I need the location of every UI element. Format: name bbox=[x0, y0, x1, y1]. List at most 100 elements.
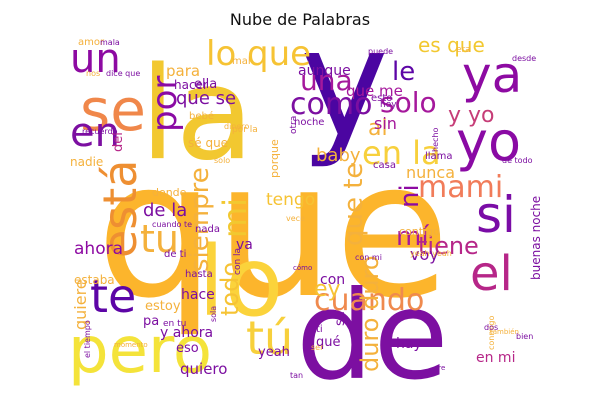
word-en-mi: en mi bbox=[476, 350, 515, 366]
word-un: un bbox=[70, 36, 121, 82]
word-en-tu: en tu bbox=[163, 319, 186, 329]
word-cuando: cuando bbox=[314, 283, 424, 318]
word-la: la bbox=[140, 40, 254, 189]
word-el: el bbox=[470, 246, 513, 302]
word-amor: amor bbox=[78, 37, 105, 48]
word-esto: esto bbox=[371, 93, 392, 104]
word-dos: dos bbox=[484, 323, 498, 332]
word-otra: otra bbox=[289, 116, 299, 134]
word-sin: sin bbox=[374, 114, 397, 133]
word-porque: porque bbox=[268, 139, 281, 178]
word-y-yo: y yo bbox=[448, 103, 495, 128]
word-su: su bbox=[333, 311, 348, 326]
word-mi: mi bbox=[216, 198, 254, 238]
word-de-ti: de ti bbox=[164, 249, 186, 260]
word-le: le bbox=[392, 57, 415, 87]
word-casa: casa bbox=[373, 160, 396, 171]
word-de-la: de la bbox=[143, 200, 187, 221]
word-mami: mami bbox=[418, 170, 503, 205]
word-lo: lo bbox=[198, 226, 283, 338]
word-con-mi: con mi bbox=[355, 253, 382, 262]
word-siempre: siempre bbox=[185, 167, 215, 272]
word-ella: ella bbox=[194, 77, 217, 92]
word-mala: mala bbox=[100, 38, 120, 47]
word-tiene: tiene bbox=[418, 232, 479, 260]
word-con-la: con la bbox=[233, 248, 243, 275]
word-vece: vece bbox=[286, 214, 305, 223]
chart-title: Nube de Palabras bbox=[229, 10, 371, 29]
word-ser: ser bbox=[311, 343, 324, 352]
word-ya: ya bbox=[462, 46, 522, 104]
word-y-ahora: y ahora bbox=[160, 325, 213, 341]
word-pero: pero bbox=[68, 314, 212, 388]
word-bebe: bebé bbox=[189, 110, 214, 122]
word-puede: puede bbox=[368, 47, 393, 56]
word-ti: ti bbox=[316, 324, 323, 335]
word-hay: hay bbox=[396, 336, 422, 352]
word-ey: ey bbox=[314, 277, 341, 302]
word-se-que: sé que bbox=[188, 136, 228, 150]
word-hace: hace bbox=[181, 287, 215, 303]
word-es-que: es que bbox=[418, 33, 485, 57]
word-el-tiempo: el tiempo bbox=[83, 320, 92, 358]
word-buenas-noche: buenas noche bbox=[529, 196, 543, 280]
word-que-se: que se bbox=[176, 88, 236, 109]
word-yo: yo bbox=[456, 110, 521, 173]
word-tu: tu bbox=[140, 217, 179, 261]
word-por-la: por la bbox=[232, 125, 258, 135]
word-noche: noche bbox=[294, 117, 324, 128]
word-lo-que: lo que bbox=[206, 34, 311, 74]
word-como: cómo bbox=[293, 264, 312, 272]
word-solo: solo bbox=[214, 156, 230, 165]
word-va: va bbox=[236, 237, 253, 253]
word-con: con bbox=[320, 272, 345, 288]
word-aunque: aunque bbox=[298, 63, 351, 79]
word-todo: todo bbox=[216, 262, 244, 316]
word-mal: mal bbox=[232, 56, 251, 67]
word-estoy: estoy bbox=[145, 299, 181, 314]
word-quiere: quiere bbox=[71, 279, 90, 330]
word-eso: eso bbox=[176, 341, 199, 356]
word-y: y bbox=[300, 0, 389, 171]
word-nadie: nadie bbox=[70, 155, 103, 169]
word-dice-que: dice que bbox=[106, 69, 140, 78]
word-tambien: también bbox=[490, 328, 519, 336]
word-para: para bbox=[166, 62, 200, 80]
word-de: de bbox=[296, 265, 449, 400]
word-baby: baby bbox=[316, 145, 361, 166]
word-de-todo: de todo bbox=[502, 156, 533, 165]
word-voy: voy bbox=[410, 245, 439, 264]
word-contigo: contigo bbox=[399, 225, 440, 238]
word-tu: tú bbox=[246, 311, 293, 365]
word-conmigo: conmigo bbox=[487, 316, 496, 350]
word-bien: bien bbox=[516, 332, 533, 341]
word-que-te: que te bbox=[339, 163, 369, 246]
word-esta: está bbox=[93, 160, 147, 259]
word-pa: pa bbox=[143, 314, 159, 329]
word-al: al bbox=[368, 116, 388, 141]
word-dinero: dinero bbox=[224, 122, 249, 131]
word-yeah: yeah bbox=[258, 345, 290, 360]
word-en-la: en la bbox=[362, 134, 441, 172]
word-nos: nos bbox=[86, 69, 100, 78]
word-que-me: que me bbox=[346, 82, 403, 100]
word-por: por bbox=[145, 76, 185, 132]
word-hoy: hoy bbox=[380, 100, 397, 110]
word-cuando-te: cuando te bbox=[152, 220, 192, 229]
word-llama: llama bbox=[425, 151, 453, 162]
word-hasta: hasta bbox=[185, 269, 213, 280]
word-una: una bbox=[300, 64, 353, 97]
word-hacer: hacer bbox=[174, 78, 208, 92]
word-ni: ni bbox=[395, 184, 425, 208]
word-solo: solo bbox=[380, 86, 437, 119]
word-tengo: tengo bbox=[266, 190, 315, 210]
word-sola: sola bbox=[209, 306, 218, 322]
word-te: te bbox=[90, 269, 136, 323]
word-recuerdo: recuerdo bbox=[82, 127, 118, 136]
word-quiero: quiero bbox=[180, 360, 227, 378]
word-duro-duro: duro duro bbox=[356, 255, 384, 372]
word-en: en bbox=[70, 110, 120, 156]
word-tan: tan bbox=[290, 371, 303, 380]
word-que: qué bbox=[316, 335, 341, 350]
